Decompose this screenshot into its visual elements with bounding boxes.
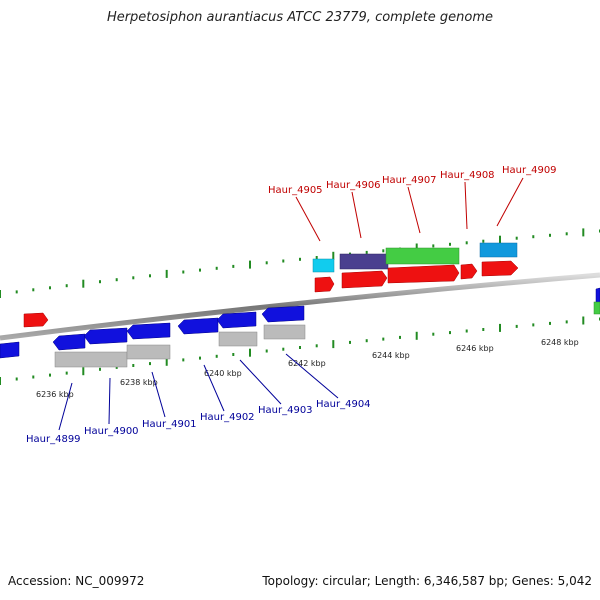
leader-line <box>496 177 524 227</box>
leader-line <box>151 371 166 418</box>
gene-label[interactable]: Haur_4908 <box>440 170 495 181</box>
scale-label: 6238 kbp <box>120 378 158 387</box>
scale-label: 6236 kbp <box>36 390 74 399</box>
gene-feature[interactable] <box>261 305 305 323</box>
leader-line <box>108 377 111 425</box>
reverse-genes <box>0 305 306 368</box>
forward-gene-labels: Haur_4905 Haur_4906 Haur_4907 Haur_4908 … <box>268 165 557 196</box>
reverse-leader-lines <box>58 353 339 431</box>
scale-label: 6240 kbp <box>204 369 242 378</box>
gene-label[interactable]: Haur_4906 <box>326 180 381 191</box>
gene-feature[interactable] <box>83 327 128 345</box>
gene-label[interactable]: Haur_4900 <box>84 426 139 437</box>
gene-feature[interactable] <box>54 351 128 368</box>
gene-feature[interactable] <box>341 270 388 289</box>
leader-line <box>351 191 362 239</box>
gene-label[interactable]: Haur_4899 <box>26 434 81 445</box>
gene-feature[interactable] <box>52 333 86 351</box>
gene-feature[interactable] <box>312 258 335 273</box>
gene-feature[interactable] <box>218 331 258 347</box>
gene-feature[interactable] <box>263 324 306 340</box>
scale-label: 6244 kbp <box>372 351 410 360</box>
gene-feature[interactable] <box>126 322 171 340</box>
leader-line <box>58 382 73 431</box>
reverse-tick-track <box>0 316 600 385</box>
gene-label[interactable]: Haur_4902 <box>200 412 255 423</box>
leader-line <box>295 196 321 242</box>
gene-feature[interactable] <box>385 247 460 265</box>
gene-feature[interactable] <box>387 264 460 284</box>
gene-feature[interactable] <box>481 260 519 277</box>
scale-labels: 6236 kbp 6238 kbp 6240 kbp 6242 kbp 6244… <box>36 338 579 399</box>
gene-feature[interactable] <box>177 317 219 335</box>
forward-leader-lines <box>295 177 524 242</box>
gene-label[interactable]: Haur_4903 <box>258 405 313 416</box>
scale-label: 6246 kbp <box>456 344 494 353</box>
gene-feature[interactable] <box>595 287 600 304</box>
gene-label[interactable]: Haur_4909 <box>502 165 557 176</box>
leader-line <box>407 186 421 234</box>
leader-line <box>285 353 339 399</box>
map-title: Herpetosiphon aurantiacus ATCC 23779, co… <box>106 10 494 25</box>
leader-line <box>239 359 282 405</box>
gene-feature[interactable] <box>314 276 335 293</box>
reverse-gene-labels: Haur_4899 Haur_4900 Haur_4901 Haur_4902 … <box>26 399 371 445</box>
forward-genes <box>23 242 600 328</box>
scale-label: 6248 kbp <box>541 338 579 347</box>
gene-feature[interactable] <box>593 301 600 315</box>
leader-line <box>203 364 225 412</box>
accession-text: Accession: NC_009972 <box>8 574 145 588</box>
scale-label: 6242 kbp <box>288 359 326 368</box>
gene-label[interactable]: Haur_4901 <box>142 419 197 430</box>
gene-label[interactable]: Haur_4907 <box>382 175 437 186</box>
gene-feature[interactable] <box>126 344 171 360</box>
gene-label[interactable]: Haur_4904 <box>316 399 371 410</box>
gene-feature[interactable] <box>339 253 389 270</box>
forward-tick-track <box>0 228 600 298</box>
leader-line <box>464 181 468 230</box>
genome-backbone <box>0 272 600 341</box>
gene-feature[interactable] <box>0 341 20 359</box>
gene-label[interactable]: Haur_4905 <box>268 185 323 196</box>
topology-summary: Topology: circular; Length: 6,346,587 bp… <box>262 574 592 588</box>
gene-feature[interactable] <box>479 242 518 258</box>
gene-feature[interactable] <box>460 263 478 280</box>
gene-feature[interactable] <box>23 312 49 328</box>
gene-feature[interactable] <box>216 311 257 329</box>
